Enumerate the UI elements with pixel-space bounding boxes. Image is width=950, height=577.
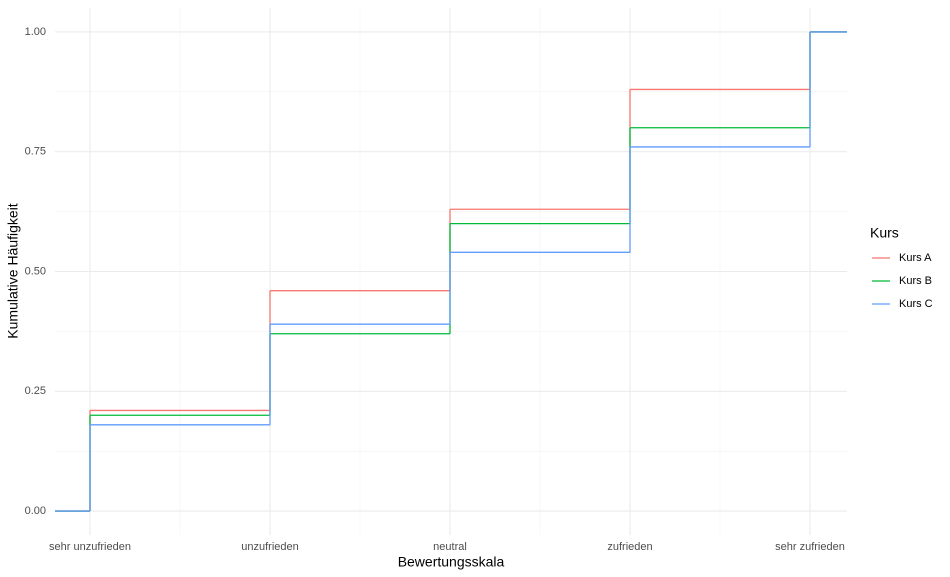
x-tick-label: neutral xyxy=(433,541,467,553)
y-tick-label: 0.25 xyxy=(25,385,46,397)
y-tick-label: 1.00 xyxy=(25,26,46,38)
x-tick-label: sehr zufrieden xyxy=(775,541,845,553)
legend-title: Kurs xyxy=(870,225,899,241)
x-tick-label: zufrieden xyxy=(607,541,652,553)
legend-label: Kurs B xyxy=(899,275,932,287)
legend-label: Kurs A xyxy=(899,252,932,264)
x-tick-label: unzufrieden xyxy=(241,541,299,553)
y-tick-label: 0.75 xyxy=(25,146,46,158)
legend-label: Kurs C xyxy=(899,298,933,310)
y-tick-label: 0.50 xyxy=(25,265,46,277)
y-tick-label: 0.00 xyxy=(25,505,46,517)
y-axis-title: Kumulative Häufigkeit xyxy=(5,203,21,339)
x-axis-title: Bewertungsskala xyxy=(398,554,505,570)
x-tick-label: sehr unzufrieden xyxy=(49,541,131,553)
